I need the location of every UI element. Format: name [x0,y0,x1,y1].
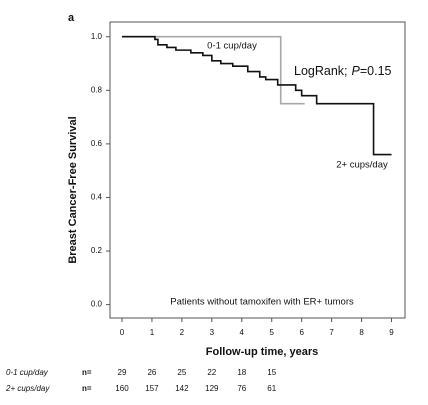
x-tick-label: 1 [150,328,155,337]
risk-count: 129 [205,384,219,393]
x-tick-label: 5 [269,328,274,337]
note: Patients without tamoxifen with ER+ tumo… [170,297,354,308]
y-tick-label: 0.8 [91,85,103,94]
series-label: 2+ cups/day [336,160,388,171]
risk-row-label: 2+ cups/day [5,384,50,393]
logrank-value: =0.15 [360,64,392,78]
plot-frame [109,21,406,319]
y-tick-label: 0.6 [91,139,103,148]
risk-count: 142 [175,384,189,393]
logrank-text: LogRank; [294,64,348,78]
risk-count: 18 [237,368,246,377]
x-tick-label: 6 [299,328,304,337]
risk-count: 29 [118,368,127,377]
x-axis-title: Follow-up time, years [206,346,318,358]
x-tick-label: 3 [210,328,215,337]
logrank-p: P [352,64,361,78]
y-tick-label: 0.0 [91,300,103,309]
risk-count: 76 [237,384,246,393]
risk-row-label: 0-1 cup/day [6,368,49,377]
survival-curve [121,35,305,105]
risk-count: 160 [115,384,129,393]
x-tick-label: 9 [389,328,394,337]
y-tick-label: 0.4 [91,193,103,202]
panel-label: a [68,12,75,24]
survival-curve [121,35,392,156]
logrank-annotation: LogRank; P=0.15 [294,64,392,78]
risk-n-label: n= [82,384,92,393]
risk-count: 15 [267,368,276,377]
x-tick-label: 4 [240,328,245,337]
risk-count: 61 [267,384,276,393]
x-tick-label: 7 [329,328,334,337]
x-tick-label: 8 [359,328,364,337]
risk-n-label: n= [82,368,92,377]
y-axis-title: Breast Cancer-Free Survival [67,116,79,263]
x-tick-label: 2 [180,328,185,337]
risk-count: 157 [145,384,159,393]
risk-count: 22 [207,368,216,377]
y-tick-label: 1.0 [91,32,103,41]
y-tick-label: 0.2 [91,246,103,255]
x-tick-label: 0 [120,328,125,337]
risk-count: 26 [147,368,156,377]
risk-count: 25 [177,368,186,377]
series-label: 0-1 cup/day [207,41,257,52]
